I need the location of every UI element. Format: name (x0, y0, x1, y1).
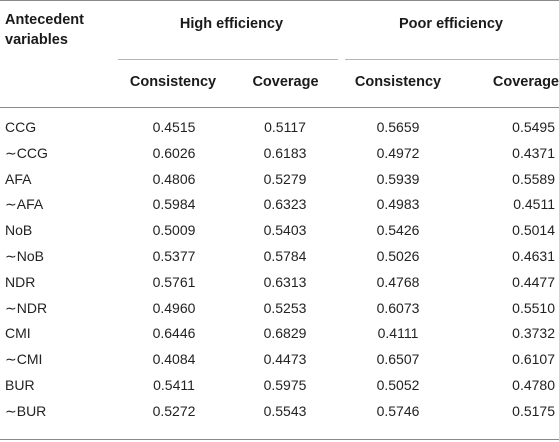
table-cell: 0.5403 (263, 222, 307, 238)
table-cell: 0.5026 (376, 248, 420, 264)
table-cell: 0.5543 (263, 403, 307, 419)
group-underline-high (118, 59, 338, 60)
table-cell: 0.5377 (152, 248, 196, 264)
table-cell: 0.6446 (152, 325, 196, 341)
table-cell: 0.5784 (263, 248, 307, 264)
row-label: ∼NoB (5, 248, 44, 264)
subheader-high-consistency: Consistency (129, 74, 217, 90)
table-cell: 0.6323 (263, 196, 307, 212)
table-cell: 0.5426 (376, 222, 420, 238)
table-cell: 0.3732 (512, 325, 555, 341)
table-cell: 0.5253 (263, 300, 307, 316)
group-underline-poor (345, 59, 559, 60)
table-cell: 0.5009 (152, 222, 196, 238)
table-cell: 0.4111 (377, 325, 419, 341)
table-cell: 0.6829 (263, 325, 307, 341)
table-cell: 0.5272 (152, 403, 196, 419)
table-cell: 0.5510 (512, 300, 555, 316)
table-cell: 0.5052 (376, 377, 420, 393)
table-cell: 0.5279 (263, 171, 307, 187)
table-cell: 0.4960 (152, 300, 196, 316)
table-cell: 0.5746 (376, 403, 420, 419)
row-label: NoB (5, 222, 33, 238)
subheader-poor-consistency: Consistency (354, 74, 442, 90)
row-variable-header: Antecedent variables (5, 12, 84, 48)
row-label: AFA (5, 171, 32, 187)
table-cell: 0.5939 (376, 171, 420, 187)
table-cell: 0.6507 (376, 351, 420, 367)
table-cell: 0.4780 (512, 377, 555, 393)
table-cell: 0.5589 (512, 171, 555, 187)
table-cell: 0.5975 (263, 377, 307, 393)
row-label: ∼AFA (5, 196, 44, 212)
table-cell: 0.4515 (152, 119, 196, 135)
table-cell: 0.6183 (263, 145, 307, 161)
table-cell: 0.4768 (376, 274, 420, 290)
table-cell: 0.5659 (376, 119, 420, 135)
table-top-rule (0, 0, 559, 1)
table-cell: 0.5117 (264, 119, 306, 135)
table-cell: 0.4371 (512, 145, 555, 161)
subheader-poor-coverage: Coverage (492, 74, 559, 90)
table-cell: 0.6313 (263, 274, 307, 290)
group-header-high-efficiency: High efficiency (179, 16, 284, 32)
row-label: BUR (5, 377, 35, 393)
row-label: CMI (5, 325, 31, 341)
table-cell: 0.5411 (153, 377, 195, 393)
table-cell: 0.6026 (152, 145, 196, 161)
table-cell: 0.4477 (512, 274, 555, 290)
table-cell: 0.4972 (376, 145, 420, 161)
row-label: ∼NDR (5, 300, 48, 316)
table-bottom-rule (0, 439, 559, 440)
table-cell: 0.4511 (513, 196, 555, 212)
row-label: ∼BUR (5, 403, 47, 419)
table-cell: 0.5761 (152, 274, 196, 290)
table-cell: 0.5495 (512, 119, 555, 135)
group-header-poor-efficiency: Poor efficiency (399, 16, 503, 32)
header-bottom-rule (0, 107, 559, 108)
table-cell: 0.4983 (376, 196, 420, 212)
table-cell: 0.4473 (263, 351, 307, 367)
table-cell: 0.4631 (512, 248, 555, 264)
table-cell: 0.4806 (152, 171, 196, 187)
row-label: NDR (5, 274, 36, 290)
row-label: CCG (5, 119, 37, 135)
table-cell: 0.5014 (512, 222, 555, 238)
table-cell: 0.6073 (376, 300, 420, 316)
table-cell: 0.5175 (512, 403, 555, 419)
table-cell: 0.5984 (152, 196, 196, 212)
row-label: ∼CMI (5, 351, 43, 367)
subheader-high-coverage: Coverage (252, 74, 319, 90)
table-cell: 0.4084 (152, 351, 196, 367)
row-label: ∼CCG (5, 145, 48, 161)
table-cell: 0.6107 (512, 351, 555, 367)
